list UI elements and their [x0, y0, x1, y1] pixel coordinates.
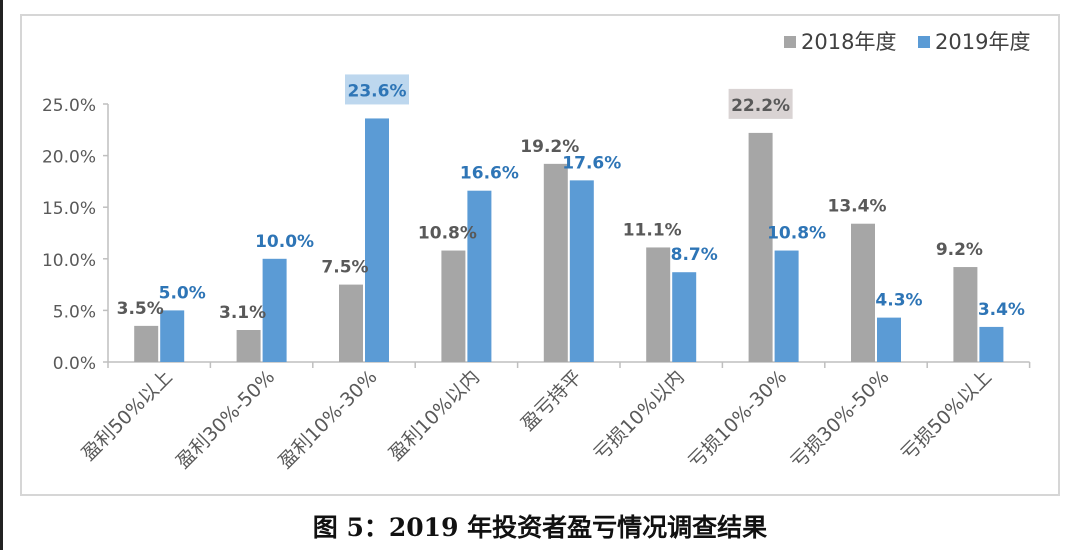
data-label-2019: 10.8% — [767, 224, 826, 244]
chart-legend: 2018年度 2019年度 — [784, 30, 1030, 54]
y-tick-label: 0.0% — [53, 354, 96, 374]
data-label-2018: 11.1% — [623, 220, 682, 240]
y-tick-label: 15.0% — [42, 199, 96, 219]
bar-2018 — [236, 330, 261, 362]
data-label-2018: 3.1% — [219, 303, 266, 323]
data-label-2019: 3.4% — [978, 300, 1025, 320]
bar-2019 — [160, 310, 185, 362]
bar-2018 — [646, 247, 671, 362]
bar-2019 — [262, 258, 287, 362]
legend-swatch-2019 — [918, 36, 930, 48]
bar-2018 — [748, 132, 773, 362]
chart-frame — [20, 14, 1060, 496]
bar-2019 — [877, 317, 901, 362]
y-tick-label: 10.0% — [42, 251, 96, 271]
y-tick-label: 20.0% — [42, 148, 96, 168]
data-label-2018: 22.2% — [731, 96, 790, 116]
bar-2019 — [365, 118, 389, 362]
x-category-label: 亏损30%-50% — [787, 366, 894, 473]
bar-2018 — [953, 267, 978, 362]
bar-2018 — [543, 163, 568, 362]
bar-2019 — [979, 326, 1004, 362]
bar-2018 — [134, 325, 159, 362]
data-label-2018: 7.5% — [321, 258, 368, 278]
bar-2018 — [441, 250, 466, 362]
data-label-2018: 9.2% — [936, 240, 983, 260]
x-category-label: 盈利50%以上 — [78, 366, 177, 465]
figure-caption: 图 5：2019 年投资者盈亏情况调查结果 — [312, 513, 768, 542]
x-category-label: 盈利10%以内 — [385, 366, 484, 465]
data-label-2018: 3.5% — [117, 299, 164, 319]
x-category-label: 亏损50%以上 — [897, 366, 996, 465]
x-category-label: 盈利10%-30% — [275, 366, 382, 473]
y-tick-label: 25.0% — [42, 96, 96, 116]
x-category-label: 盈亏持平 — [517, 366, 586, 435]
chart-bars — [134, 118, 1004, 362]
bar-2019 — [569, 180, 594, 362]
data-label-2019: 5.0% — [159, 283, 206, 303]
data-label-2018: 13.4% — [828, 197, 887, 217]
bar-2019 — [774, 250, 799, 362]
data-label-highlight-box — [728, 88, 793, 119]
data-label-2018: 19.2% — [520, 137, 579, 157]
y-tick-label: 5.0% — [53, 302, 96, 322]
data-label-2018: 10.8% — [418, 224, 477, 244]
bar-2019 — [672, 272, 697, 362]
data-label-2019: 10.0% — [255, 232, 314, 252]
left-edge-line — [0, 0, 3, 550]
data-label-2019: 16.6% — [460, 164, 519, 184]
data-label-highlight-box — [345, 74, 409, 105]
data-label-2019: 17.6% — [562, 153, 621, 173]
data-label-2019: 4.3% — [875, 291, 922, 311]
bar-2019 — [467, 190, 492, 362]
bar-2018 — [339, 284, 363, 362]
legend-swatch-2018 — [784, 36, 796, 48]
data-label-2019: 23.6% — [348, 81, 407, 101]
chart-data-labels: 3.5%5.0% 3.1% 10.0% 7.5% 23.6% 10.8% 16.6%19.2… — [117, 74, 1025, 323]
x-category-label: 盈利30%-50% — [172, 366, 279, 473]
legend-label-2018: 2018年度 — [801, 30, 896, 54]
x-category-label: 亏损10%-30% — [684, 366, 791, 473]
x-category-label: 亏损10%以内 — [590, 366, 689, 465]
bar-2018 — [851, 223, 875, 362]
legend-label-2019: 2019年度 — [935, 30, 1030, 54]
data-label-2019: 8.7% — [671, 245, 718, 265]
